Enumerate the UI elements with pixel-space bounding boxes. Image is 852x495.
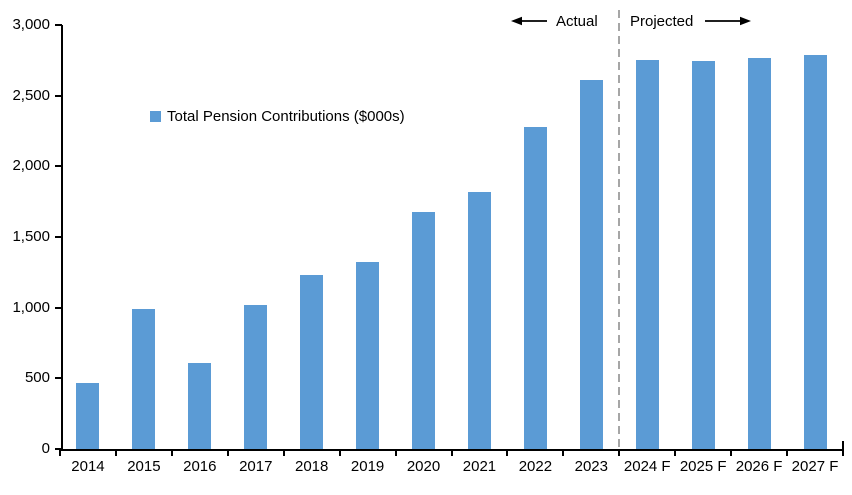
x-axis-tick (786, 449, 789, 456)
bar-2020 (412, 211, 436, 449)
y-axis-tick (55, 377, 62, 380)
bar-2021 (467, 192, 491, 449)
x-axis-category-label: 2021 (462, 458, 497, 475)
x-axis-category-label: 2026 F (735, 458, 783, 475)
x-axis-end-tick (842, 441, 844, 449)
y-axis (61, 25, 63, 451)
x-axis-tick (170, 449, 173, 456)
actual-projected-divider (618, 10, 621, 450)
bar-2026-f (747, 58, 771, 449)
y-axis-tick (55, 24, 62, 26)
x-axis-category-label: 2016 (183, 458, 217, 475)
actual-label: Actual (556, 13, 598, 30)
bar-2022 (523, 126, 547, 449)
x-axis-category-label: 2017 (239, 458, 273, 475)
y-axis-tick-label: 3,000 (12, 16, 50, 33)
bar-2025-f (691, 61, 715, 449)
y-axis-tick-label: 1,500 (12, 228, 50, 245)
x-axis-tick (842, 449, 844, 456)
x-axis-category-label: 2023 (574, 458, 608, 475)
y-axis-tick-label: 0 (41, 440, 50, 457)
x-axis-tick (506, 449, 509, 456)
x-axis-category-label: 2014 (71, 458, 105, 475)
x-axis-tick (394, 449, 397, 456)
bar-2015 (132, 309, 156, 449)
x-axis-tick (226, 449, 229, 456)
x-axis-tick (114, 449, 117, 456)
x-axis-category-label: 2018 (294, 458, 329, 475)
y-axis-tick (55, 448, 62, 450)
y-axis-tick-label: 1,000 (12, 298, 50, 316)
bar-2023 (579, 80, 603, 449)
x-axis-category-label: 2027 F (791, 458, 839, 475)
bar-2014 (76, 382, 100, 449)
y-axis-tick (55, 94, 62, 97)
bar-2017 (244, 304, 268, 449)
bar-2024-f (635, 60, 659, 449)
projected-label: Projected (630, 13, 694, 30)
bar-2019 (356, 262, 380, 449)
x-axis-tick (59, 449, 61, 456)
y-axis-tick (55, 236, 62, 238)
x-axis-tick (562, 449, 565, 456)
y-axis-tick-label: 2,000 (12, 157, 50, 175)
legend: Total Pension Contributions ($000s) (150, 107, 405, 125)
legend-swatch-icon (150, 110, 161, 122)
x-axis-category-label: 2020 (406, 458, 441, 475)
x-axis-tick (674, 449, 677, 456)
bar-2027-f (803, 54, 827, 449)
y-axis-tick-label: 500 (24, 369, 50, 387)
x-axis-tick (338, 449, 341, 456)
x-axis-tick (618, 449, 621, 456)
x-axis-category-label: 2015 (127, 458, 161, 475)
y-axis-tick (55, 165, 62, 168)
x-axis-tick (730, 449, 733, 456)
x-axis-tick (282, 449, 285, 456)
bar-2016 (188, 362, 212, 449)
x-axis-category-label: 2024 F (623, 458, 671, 475)
right-arrow-icon (705, 16, 751, 26)
left-arrow-icon (511, 16, 547, 26)
x-axis-tick (450, 449, 453, 456)
x-axis-category-label: 2022 (518, 458, 553, 475)
bar-2018 (300, 275, 324, 449)
y-axis-tick (55, 306, 62, 309)
x-axis-category-label: 2025 F (679, 458, 727, 475)
x-axis-category-label: 2019 (350, 458, 385, 475)
legend-label: Total Pension Contributions ($000s) (167, 107, 405, 125)
y-axis-tick-label: 2,500 (12, 86, 50, 104)
